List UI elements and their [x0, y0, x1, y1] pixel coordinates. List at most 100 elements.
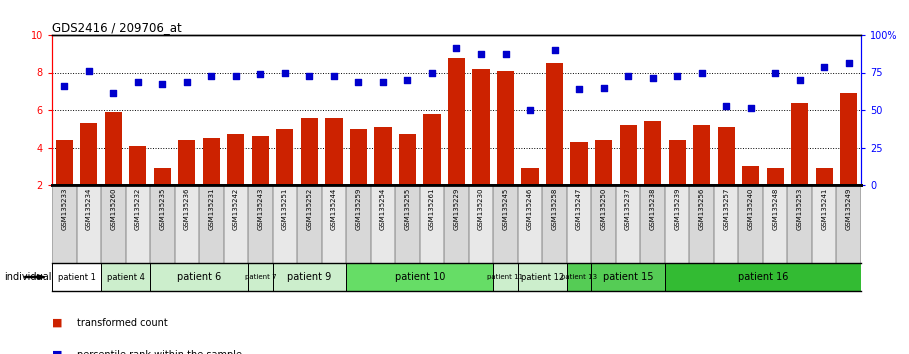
Bar — [664, 185, 689, 263]
Point — [326, 73, 341, 79]
Point — [498, 51, 513, 57]
Bar — [840, 93, 857, 223]
Point — [474, 51, 488, 57]
Point — [449, 45, 464, 51]
Point — [768, 70, 783, 75]
Bar — [714, 185, 738, 263]
Text: patient 6: patient 6 — [177, 272, 221, 282]
Text: GSM135259: GSM135259 — [355, 187, 362, 230]
Bar — [494, 263, 518, 291]
Text: patient 13: patient 13 — [561, 274, 597, 280]
Text: GSM135244: GSM135244 — [331, 187, 337, 230]
Point — [547, 47, 562, 53]
Bar — [371, 185, 395, 263]
Bar — [469, 185, 494, 263]
Text: GSM135251: GSM135251 — [282, 187, 288, 230]
Text: patient 9: patient 9 — [287, 272, 332, 282]
Bar — [273, 263, 346, 291]
Bar — [546, 63, 564, 223]
Bar — [154, 168, 171, 223]
Bar — [101, 185, 125, 263]
Text: GSM135254: GSM135254 — [380, 187, 386, 230]
Text: patient 11: patient 11 — [487, 274, 524, 280]
Point — [277, 70, 292, 75]
Text: GSM135249: GSM135249 — [845, 187, 852, 230]
Text: patient 4: patient 4 — [106, 273, 145, 281]
Bar — [248, 185, 273, 263]
Bar — [224, 185, 248, 263]
Text: percentile rank within the sample: percentile rank within the sample — [77, 350, 243, 354]
Bar — [76, 185, 101, 263]
Text: GSM135229: GSM135229 — [454, 187, 460, 230]
Bar — [395, 185, 420, 263]
Bar — [592, 185, 616, 263]
Bar — [52, 185, 76, 263]
Text: patient 15: patient 15 — [603, 272, 654, 282]
Point — [425, 70, 439, 75]
Bar — [763, 185, 787, 263]
Point — [155, 81, 170, 87]
Bar — [543, 185, 567, 263]
Point — [719, 103, 734, 109]
Bar — [276, 129, 294, 223]
Text: GSM135236: GSM135236 — [184, 187, 190, 230]
Bar — [567, 263, 592, 291]
Bar — [567, 185, 592, 263]
Text: GSM135235: GSM135235 — [159, 187, 165, 230]
Text: GSM135248: GSM135248 — [773, 187, 778, 230]
Text: GDS2416 / 209706_at: GDS2416 / 209706_at — [52, 21, 182, 34]
Bar — [766, 168, 784, 223]
Text: GSM135241: GSM135241 — [821, 187, 827, 230]
Bar — [812, 185, 836, 263]
Text: GSM135237: GSM135237 — [625, 187, 631, 230]
Bar — [80, 123, 97, 223]
Text: GSM135247: GSM135247 — [576, 187, 582, 230]
Bar — [175, 185, 199, 263]
Text: patient 16: patient 16 — [738, 272, 788, 282]
Text: GSM135256: GSM135256 — [699, 187, 704, 230]
Text: GSM135239: GSM135239 — [674, 187, 680, 230]
Bar — [815, 168, 833, 223]
Bar — [350, 129, 367, 223]
Text: GSM135243: GSM135243 — [257, 187, 264, 230]
Bar — [420, 185, 445, 263]
Bar — [738, 185, 763, 263]
Bar — [445, 185, 469, 263]
Point — [228, 73, 243, 79]
Point — [744, 105, 758, 111]
Bar — [227, 135, 245, 223]
Text: GSM135250: GSM135250 — [601, 187, 606, 230]
Bar — [252, 136, 269, 223]
Text: GSM135258: GSM135258 — [552, 187, 557, 230]
Bar — [101, 263, 150, 291]
Bar — [494, 185, 518, 263]
Text: ■: ■ — [52, 318, 63, 328]
Point — [621, 73, 635, 79]
Point — [670, 73, 684, 79]
Point — [842, 60, 856, 66]
Bar — [150, 263, 248, 291]
Bar — [742, 166, 759, 223]
Point — [645, 75, 660, 81]
Text: GSM135232: GSM135232 — [135, 187, 141, 230]
Text: GSM135246: GSM135246 — [527, 187, 533, 230]
Bar — [199, 185, 224, 263]
Bar — [522, 168, 539, 223]
Bar — [297, 185, 322, 263]
Bar — [717, 127, 734, 223]
Text: transformed count: transformed count — [77, 318, 168, 328]
Bar — [346, 263, 494, 291]
Bar — [787, 185, 812, 263]
Bar — [592, 263, 664, 291]
Bar — [125, 185, 150, 263]
Bar — [518, 185, 543, 263]
Point — [793, 77, 807, 83]
Text: GSM135238: GSM135238 — [650, 187, 655, 230]
Bar — [273, 185, 297, 263]
Point — [523, 107, 537, 113]
Text: GSM135255: GSM135255 — [405, 187, 411, 230]
Bar — [668, 140, 685, 223]
Text: GSM135242: GSM135242 — [233, 187, 239, 230]
Bar — [644, 121, 661, 223]
Bar — [325, 118, 343, 223]
